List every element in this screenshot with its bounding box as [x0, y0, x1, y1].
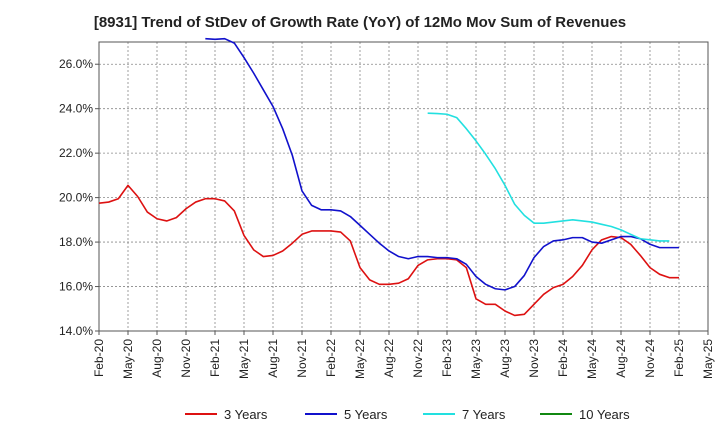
series-line-7-years [427, 112, 670, 242]
y-tick-label: 14.0% [59, 324, 93, 338]
legend: 3 Years 5 Years 7 Years 10 Years [185, 407, 630, 422]
x-tick-label: Nov-22 [411, 339, 425, 378]
x-tick-label: Feb-24 [556, 339, 570, 377]
x-tick-label: Feb-25 [672, 339, 686, 377]
x-tick-label: Nov-20 [179, 339, 193, 378]
x-tick-label: Aug-22 [382, 339, 396, 378]
x-tick-label: May-22 [353, 339, 367, 379]
x-tick-label: Feb-23 [440, 339, 454, 377]
legend-label: 3 Years [224, 407, 268, 422]
legend-label: 10 Years [579, 407, 630, 422]
series-line-5-years [205, 37, 679, 291]
x-tick-label: May-25 [701, 339, 715, 379]
grid [98, 42, 709, 332]
y-tick-label: 24.0% [59, 102, 93, 116]
x-tick-label: May-24 [585, 339, 599, 379]
y-tick-label: 22.0% [59, 146, 93, 160]
x-tick-label: Aug-23 [498, 339, 512, 378]
x-tick-label: May-23 [469, 339, 483, 379]
x-tick-label: Aug-20 [150, 339, 164, 378]
plot-area [98, 41, 709, 332]
y-tick-label: 16.0% [59, 280, 93, 294]
chart-title: [8931] Trend of StDev of Growth Rate (Yo… [93, 14, 627, 31]
x-tick-label: Nov-21 [295, 339, 309, 378]
x-tick-label: May-20 [121, 339, 135, 379]
series-line-3-years [98, 184, 679, 317]
x-tick-label: Aug-21 [266, 339, 280, 378]
y-axis: 14.0% 16.0% 18.0% 20.0% 22.0% 24.0% 26.0% [59, 57, 99, 338]
y-tick-label: 18.0% [59, 235, 93, 249]
legend-label: 7 Years [462, 407, 506, 422]
x-tick-label: Nov-23 [527, 339, 541, 378]
x-tick-label: Feb-21 [208, 339, 222, 377]
x-tick-label: Feb-20 [92, 339, 106, 377]
series-lines [98, 37, 679, 317]
y-tick-label: 20.0% [59, 191, 93, 205]
y-tick-label: 26.0% [59, 57, 93, 71]
x-axis: Feb-20 May-20 Aug-20 Nov-20 Feb-21 May-21 Aug-… [92, 331, 715, 379]
x-tick-label: May-21 [237, 339, 251, 379]
x-tick-label: Feb-22 [324, 339, 338, 377]
x-tick-label: Aug-24 [614, 339, 628, 378]
x-tick-label: Nov-24 [643, 339, 657, 378]
legend-label: 5 Years [344, 407, 388, 422]
